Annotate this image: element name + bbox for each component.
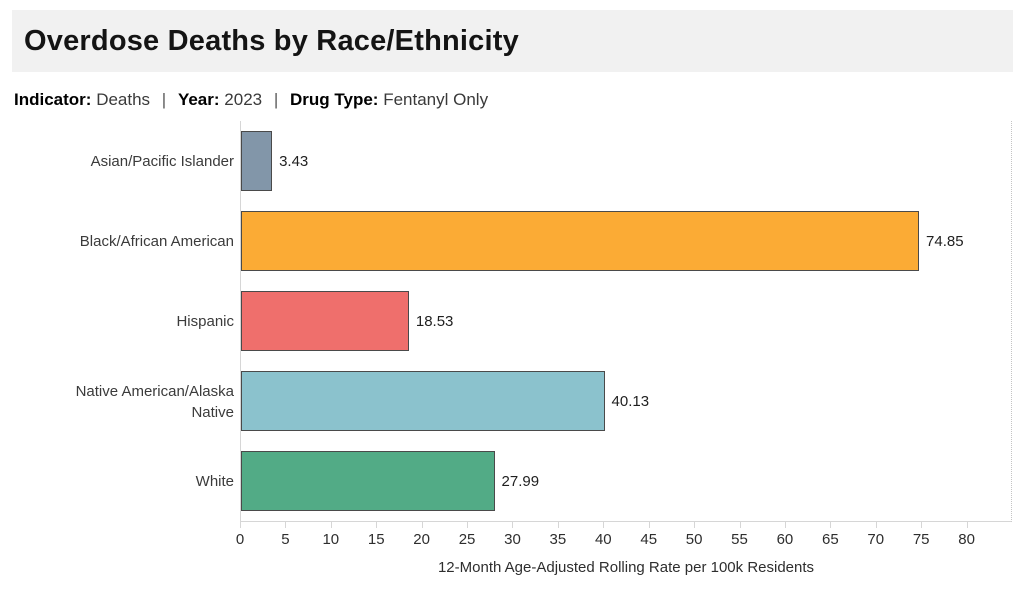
x-axis-tick-mark: [330, 522, 332, 528]
x-axis-tick-mark: [467, 522, 469, 528]
x-axis-tick-label: 50: [685, 531, 703, 548]
chart-plot-area: 3.43 74.85 18.53 40.13 27.99: [240, 121, 1012, 522]
category-row-black-african-american: Black/African American: [0, 201, 234, 281]
category-label-hispanic: Hispanic: [176, 313, 234, 330]
x-axis-tick-label: 10: [322, 531, 340, 548]
x-axis-tick-mark: [784, 522, 786, 528]
category-row-native-american-alaska-native: Native American/Alaska Native: [0, 362, 234, 442]
x-axis-tick-label: 80: [958, 531, 975, 548]
x-axis-tick-label: 40: [594, 531, 612, 548]
x-axis-tick-label: 20: [413, 531, 430, 548]
category-label-native-american-alaska-native: Native American/Alaska Native: [75, 382, 234, 421]
x-axis-tick-mark: [603, 522, 605, 528]
bar-value-label-black-african-american: 74.85: [926, 232, 964, 250]
bar-row-asian-pacific-islander: 3.43: [241, 121, 1011, 201]
x-axis-tick-label: 75: [912, 531, 930, 548]
x-axis-tick-mark: [512, 522, 514, 528]
bar-value-label-white: 27.99: [501, 472, 540, 490]
x-axis-tick-mark: [966, 522, 968, 528]
x-axis-tick-label: 30: [504, 531, 521, 548]
year-value: 2023: [224, 90, 263, 109]
x-axis-tick-label: 60: [776, 531, 794, 548]
title-bar: Overdose Deaths by Race/Ethnicity: [12, 10, 1013, 72]
bar-row-black-african-american: 74.85: [241, 201, 1011, 281]
year-label: Year:: [177, 90, 220, 109]
separator: |: [161, 90, 167, 109]
drug-type-value: Fentanyl Only: [383, 90, 489, 109]
bar-value-label-native-american-alaska-native: 40.13: [611, 392, 650, 410]
x-axis-tick-mark: [285, 522, 287, 528]
x-axis-tick-mark: [421, 522, 423, 528]
separator: |: [273, 90, 279, 109]
x-axis-tick-label: 65: [822, 531, 839, 548]
bar-value-label-hispanic: 18.53: [415, 312, 454, 330]
bar-asian-pacific-islander[interactable]: [241, 131, 273, 191]
bar-row-hispanic: 18.53: [241, 281, 1011, 361]
x-axis-tick-label: 15: [367, 531, 385, 548]
x-axis-tick-mark: [875, 522, 877, 528]
x-axis-tick-mark: [830, 522, 832, 528]
bar-black-african-american[interactable]: [241, 211, 920, 271]
x-axis-tick-label: 35: [549, 531, 567, 548]
drug-type-label: Drug Type:: [290, 90, 379, 109]
x-axis-tick-label: 0: [235, 531, 245, 548]
y-axis-category-labels: Asian/Pacific Islander Black/African Amer…: [0, 121, 234, 522]
x-axis-tick-label: 45: [640, 531, 658, 548]
bar-white[interactable]: [241, 451, 495, 511]
bar-hispanic[interactable]: [241, 291, 409, 351]
category-label-white: White: [195, 473, 234, 491]
indicator-value: Deaths: [96, 90, 151, 109]
bar-native-american-alaska-native[interactable]: [241, 371, 605, 431]
filter-summary: Indicator: Deaths | Year: 2023 | Drug Ty…: [14, 90, 488, 110]
x-axis-tick-mark: [739, 522, 741, 528]
x-axis-tick-mark: [694, 522, 696, 528]
category-row-white: White: [0, 442, 234, 522]
x-axis-title: 12-Month Age-Adjusted Rolling Rate per 1…: [437, 559, 815, 576]
x-axis-tick-mark: [557, 522, 559, 528]
x-axis-tick-mark: [921, 522, 923, 528]
x-axis-tick-label: 55: [731, 531, 748, 548]
x-axis-tick-label: 5: [281, 531, 290, 548]
x-axis-tick-label: 70: [867, 531, 885, 548]
x-axis-tick-label: 25: [458, 531, 476, 548]
x-axis: 0 5 10 15 20 25 30 35 40 45 50 55 60 65 70 75 80: [236, 522, 1012, 554]
bar-row-white: 27.99: [241, 441, 1011, 521]
indicator-label: Indicator:: [14, 90, 92, 109]
page-title: Overdose Deaths by Race/Ethnicity: [24, 24, 519, 57]
x-axis-tick-mark: [240, 522, 241, 528]
bar-row-native-american-alaska-native: 40.13: [241, 361, 1011, 441]
x-axis-tick-mark: [376, 522, 378, 528]
category-row-asian-pacific-islander: Asian/Pacific Islander: [0, 121, 234, 201]
category-row-hispanic: Hispanic: [0, 281, 234, 361]
category-label-asian-pacific-islander: Asian/Pacific Islander: [90, 152, 234, 170]
category-label-black-african-american: Black/African American: [79, 232, 234, 250]
bar-value-label-asian-pacific-islander: 3.43: [279, 152, 309, 170]
x-axis-tick-mark: [648, 522, 650, 528]
